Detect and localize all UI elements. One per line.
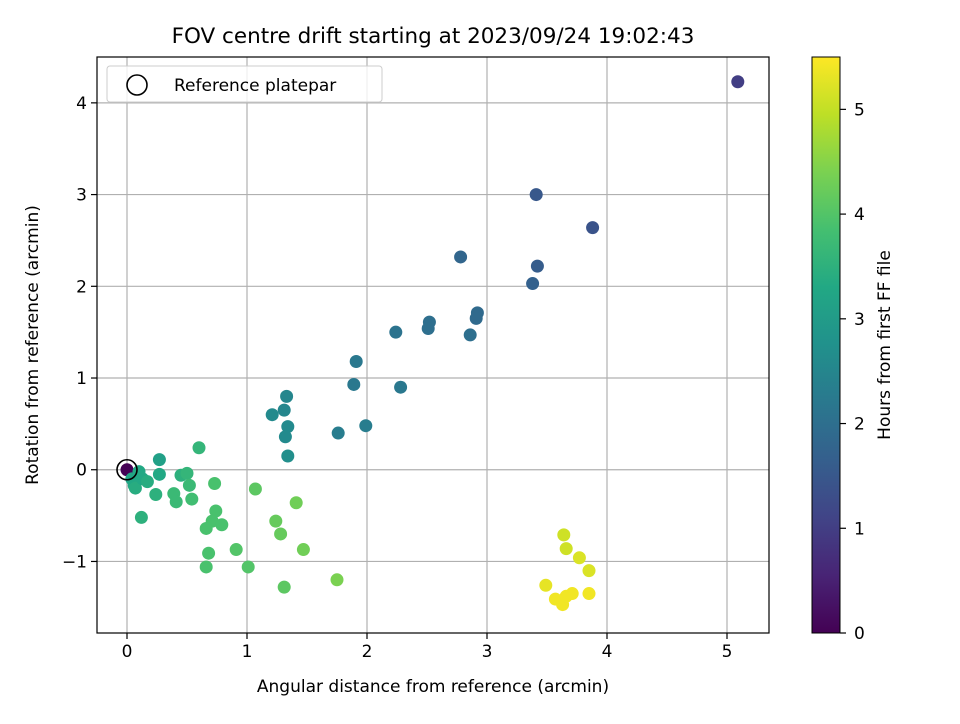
data-point: [280, 389, 294, 403]
data-point: [281, 420, 295, 434]
legend: Reference platepar: [106, 65, 383, 103]
data-point: [134, 510, 148, 524]
x-tick-label: 4: [602, 642, 613, 662]
x-tick-label: 0: [122, 642, 133, 662]
data-point: [421, 321, 435, 335]
chart-title: FOV centre drift starting at 2023/09/24 …: [172, 24, 695, 49]
data-point: [389, 325, 403, 339]
legend-marker: [126, 74, 148, 96]
data-point: [248, 482, 262, 496]
x-tick-label: 1: [242, 642, 253, 662]
colorbar-tick-label: 4: [854, 205, 865, 225]
y-tick-label: 2: [76, 277, 87, 297]
data-point: [526, 277, 540, 291]
axes: 0 1 2 3 4 5 −1 0 1 2 3 4: [62, 56, 770, 662]
plot-frame: [96, 56, 770, 634]
data-point: [529, 188, 543, 202]
data-point: [463, 328, 477, 342]
data-point: [557, 528, 571, 542]
grid: [97, 57, 769, 633]
y-tick-label: 4: [76, 94, 87, 114]
colorbar-tick-label: 0: [854, 624, 865, 644]
x-tick-label: 3: [482, 642, 493, 662]
y-tick-label: 0: [76, 461, 87, 481]
data-point: [180, 466, 194, 480]
data-point: [149, 488, 163, 502]
x-tick-label: 2: [362, 642, 373, 662]
legend-label: Reference platepar: [174, 76, 336, 96]
data-point: [202, 546, 216, 560]
legend-box: [106, 65, 383, 103]
data-point: [209, 504, 223, 518]
data-point: [277, 403, 291, 417]
data-point: [469, 311, 483, 325]
colorbar-gradient: [811, 56, 841, 634]
data-point: [152, 453, 166, 467]
colorbar: 0 1 2 3 4 5 Hours from first FF file: [811, 56, 895, 644]
data-point: [331, 426, 345, 440]
data-point: [347, 377, 361, 391]
data-point: [278, 430, 292, 444]
data-point: [265, 408, 279, 422]
points: [116, 75, 745, 612]
colorbar-label: Hours from first FF file: [875, 250, 895, 440]
data-point: [215, 518, 229, 532]
data-point: [185, 492, 199, 506]
y-tick-label: 1: [76, 369, 87, 389]
data-point: [152, 467, 166, 481]
data-point: [169, 495, 183, 509]
data-point: [182, 478, 196, 492]
colorbar-tick-label: 3: [854, 310, 865, 330]
data-point: [277, 580, 291, 594]
data-point: [296, 543, 310, 557]
data-point: [330, 573, 344, 587]
data-point: [359, 419, 373, 433]
data-point: [454, 250, 468, 264]
data-point: [289, 496, 303, 510]
data-point: [565, 587, 579, 601]
data-point: [281, 449, 295, 463]
x-axis-label: Angular distance from reference (arcmin): [257, 677, 609, 697]
data-point: [140, 475, 154, 489]
data-point: [241, 560, 255, 574]
data-point: [572, 551, 586, 565]
data-point: [208, 476, 222, 490]
data-point: [539, 578, 553, 592]
data-point: [269, 514, 283, 528]
colorbar-tick-label: 2: [854, 415, 865, 435]
data-point: [394, 380, 408, 394]
data-point: [586, 221, 600, 235]
y-tick-label: −1: [62, 552, 87, 572]
colorbar-tick-label: 5: [854, 100, 865, 120]
y-axis-label: Rotation from reference (arcmin): [23, 205, 43, 485]
reference-point: [116, 458, 138, 481]
x-tick-label: 5: [722, 642, 733, 662]
data-point: [192, 441, 206, 455]
data-point: [559, 542, 573, 556]
data-point: [229, 543, 243, 557]
colorbar-ticks: 0 1 2 3 4 5: [840, 100, 865, 644]
data-point: [731, 75, 745, 89]
data-point: [530, 259, 544, 273]
y-tick-label: 3: [76, 186, 87, 206]
data-point: [199, 560, 213, 574]
colorbar-tick-label: 1: [854, 519, 865, 539]
data-point: [582, 587, 596, 601]
data-point: [582, 564, 596, 578]
data-point: [199, 521, 213, 535]
data-point: [349, 355, 363, 369]
data-point: [128, 481, 142, 495]
data-point: [274, 527, 288, 541]
